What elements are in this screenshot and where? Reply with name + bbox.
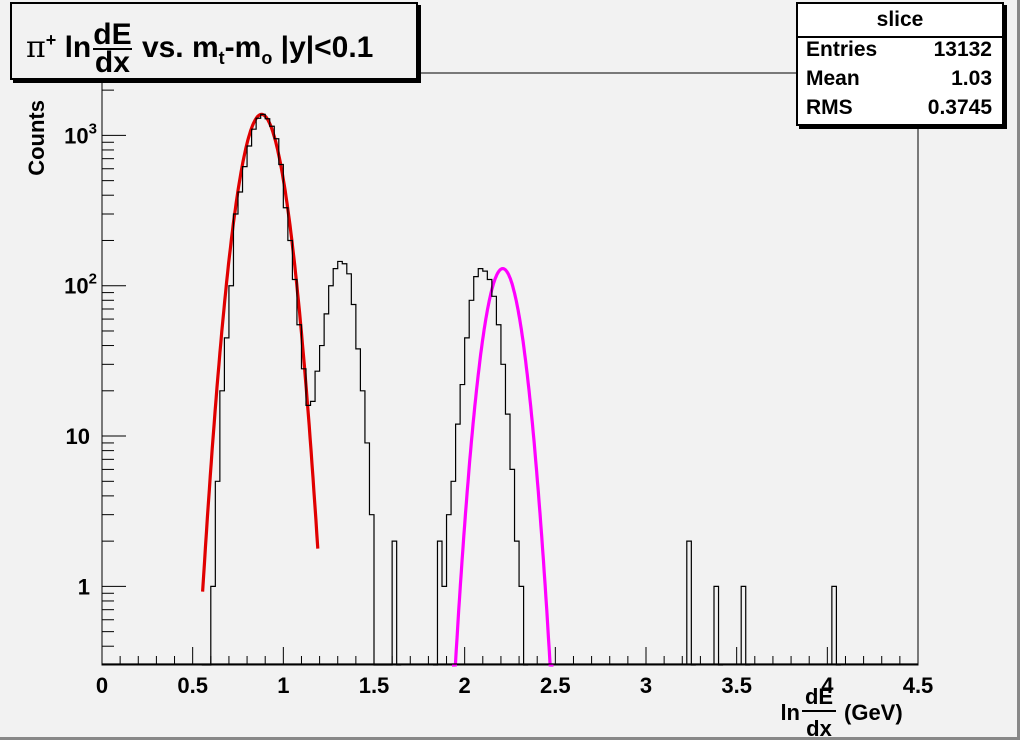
canvas-bottom-border bbox=[0, 737, 1020, 740]
y-tick-label-base: 10 bbox=[64, 123, 88, 148]
x-tick-label: 2.5 bbox=[540, 673, 571, 698]
x-tick-label: 0 bbox=[96, 673, 108, 698]
title-charge: + bbox=[45, 30, 57, 50]
chart-title: π+ ln dE dx vs. mt-mo |y|<0.1 bbox=[26, 10, 373, 88]
title-fraction: dE dx bbox=[93, 18, 132, 80]
x-axis-label-frac-den: dx bbox=[806, 716, 832, 740]
title-vs: vs. m bbox=[141, 31, 219, 64]
x-tick-label: 2 bbox=[459, 673, 471, 698]
stats-row-mean: Mean 1.03 bbox=[806, 67, 992, 95]
x-tick-label: 4.5 bbox=[903, 673, 934, 698]
x-axis-label: ln dE dx (GeV) bbox=[780, 684, 902, 740]
x-tick-label: 3.5 bbox=[721, 673, 752, 698]
title-frac-den: dx bbox=[94, 46, 130, 80]
stats-label: RMS bbox=[806, 96, 853, 119]
stats-label: Mean bbox=[806, 67, 860, 90]
y-tick-label: 1 bbox=[78, 574, 90, 599]
title-sub-t: t bbox=[218, 48, 225, 68]
y-tick-label: 103 bbox=[64, 120, 97, 148]
y-tick-label: 102 bbox=[64, 271, 97, 299]
title-box: π+ ln dE dx vs. mt-mo |y|<0.1 bbox=[10, 2, 418, 80]
stats-value: 0.3745 bbox=[927, 96, 992, 119]
stats-box: slice Entries 13132 Mean 1.03 RMS 0.3745 bbox=[796, 2, 1004, 126]
stats-row-entries: Entries 13132 bbox=[806, 38, 992, 66]
x-tick-label: 1 bbox=[277, 673, 289, 698]
stats-divider bbox=[798, 36, 1002, 38]
y-tick-label-exponent: 3 bbox=[89, 120, 97, 137]
x-axis: 0 0.5 1 1.5 2 2.5 3 3.5 4 4.5 bbox=[96, 647, 933, 698]
title-ln: ln bbox=[64, 31, 92, 64]
plot-frame bbox=[101, 72, 919, 666]
x-tick-label: 4 bbox=[821, 673, 834, 698]
x-tick-label: 0.5 bbox=[177, 673, 208, 698]
title-particle: π bbox=[26, 30, 46, 65]
stats-value: 13132 bbox=[933, 38, 992, 61]
y-tick-label-base: 10 bbox=[64, 274, 88, 299]
y-axis-label: Counts bbox=[24, 100, 49, 176]
stats-value: 1.03 bbox=[951, 67, 992, 90]
stats-row-rms: RMS 0.3745 bbox=[806, 96, 992, 124]
y-tick-label-exponent: 2 bbox=[89, 271, 97, 288]
title-cut: |y|<0.1 bbox=[280, 31, 374, 64]
histogram-series bbox=[102, 113, 918, 666]
x-axis-label-prefix: ln bbox=[780, 700, 800, 725]
title-minus: -m bbox=[224, 31, 262, 64]
x-axis-label-suffix: (GeV) bbox=[844, 700, 903, 725]
canvas-right-border bbox=[1017, 0, 1020, 740]
y-tick-label-base: 1 bbox=[78, 574, 90, 599]
stats-header: slice bbox=[876, 8, 924, 31]
y-tick-label-base: 10 bbox=[66, 424, 90, 449]
histogram-outline bbox=[201, 113, 841, 666]
y-tick-label: 10 bbox=[66, 424, 90, 449]
x-tick-label: 1.5 bbox=[359, 673, 390, 698]
title-frac-num: dE bbox=[93, 18, 132, 52]
x-tick-label: 3 bbox=[640, 673, 652, 698]
stats-label: Entries bbox=[806, 38, 878, 61]
fit-curve-2 bbox=[452, 266, 554, 667]
x-axis-label-frac-num: dE bbox=[805, 684, 833, 709]
title-sub-o: o bbox=[261, 48, 273, 68]
